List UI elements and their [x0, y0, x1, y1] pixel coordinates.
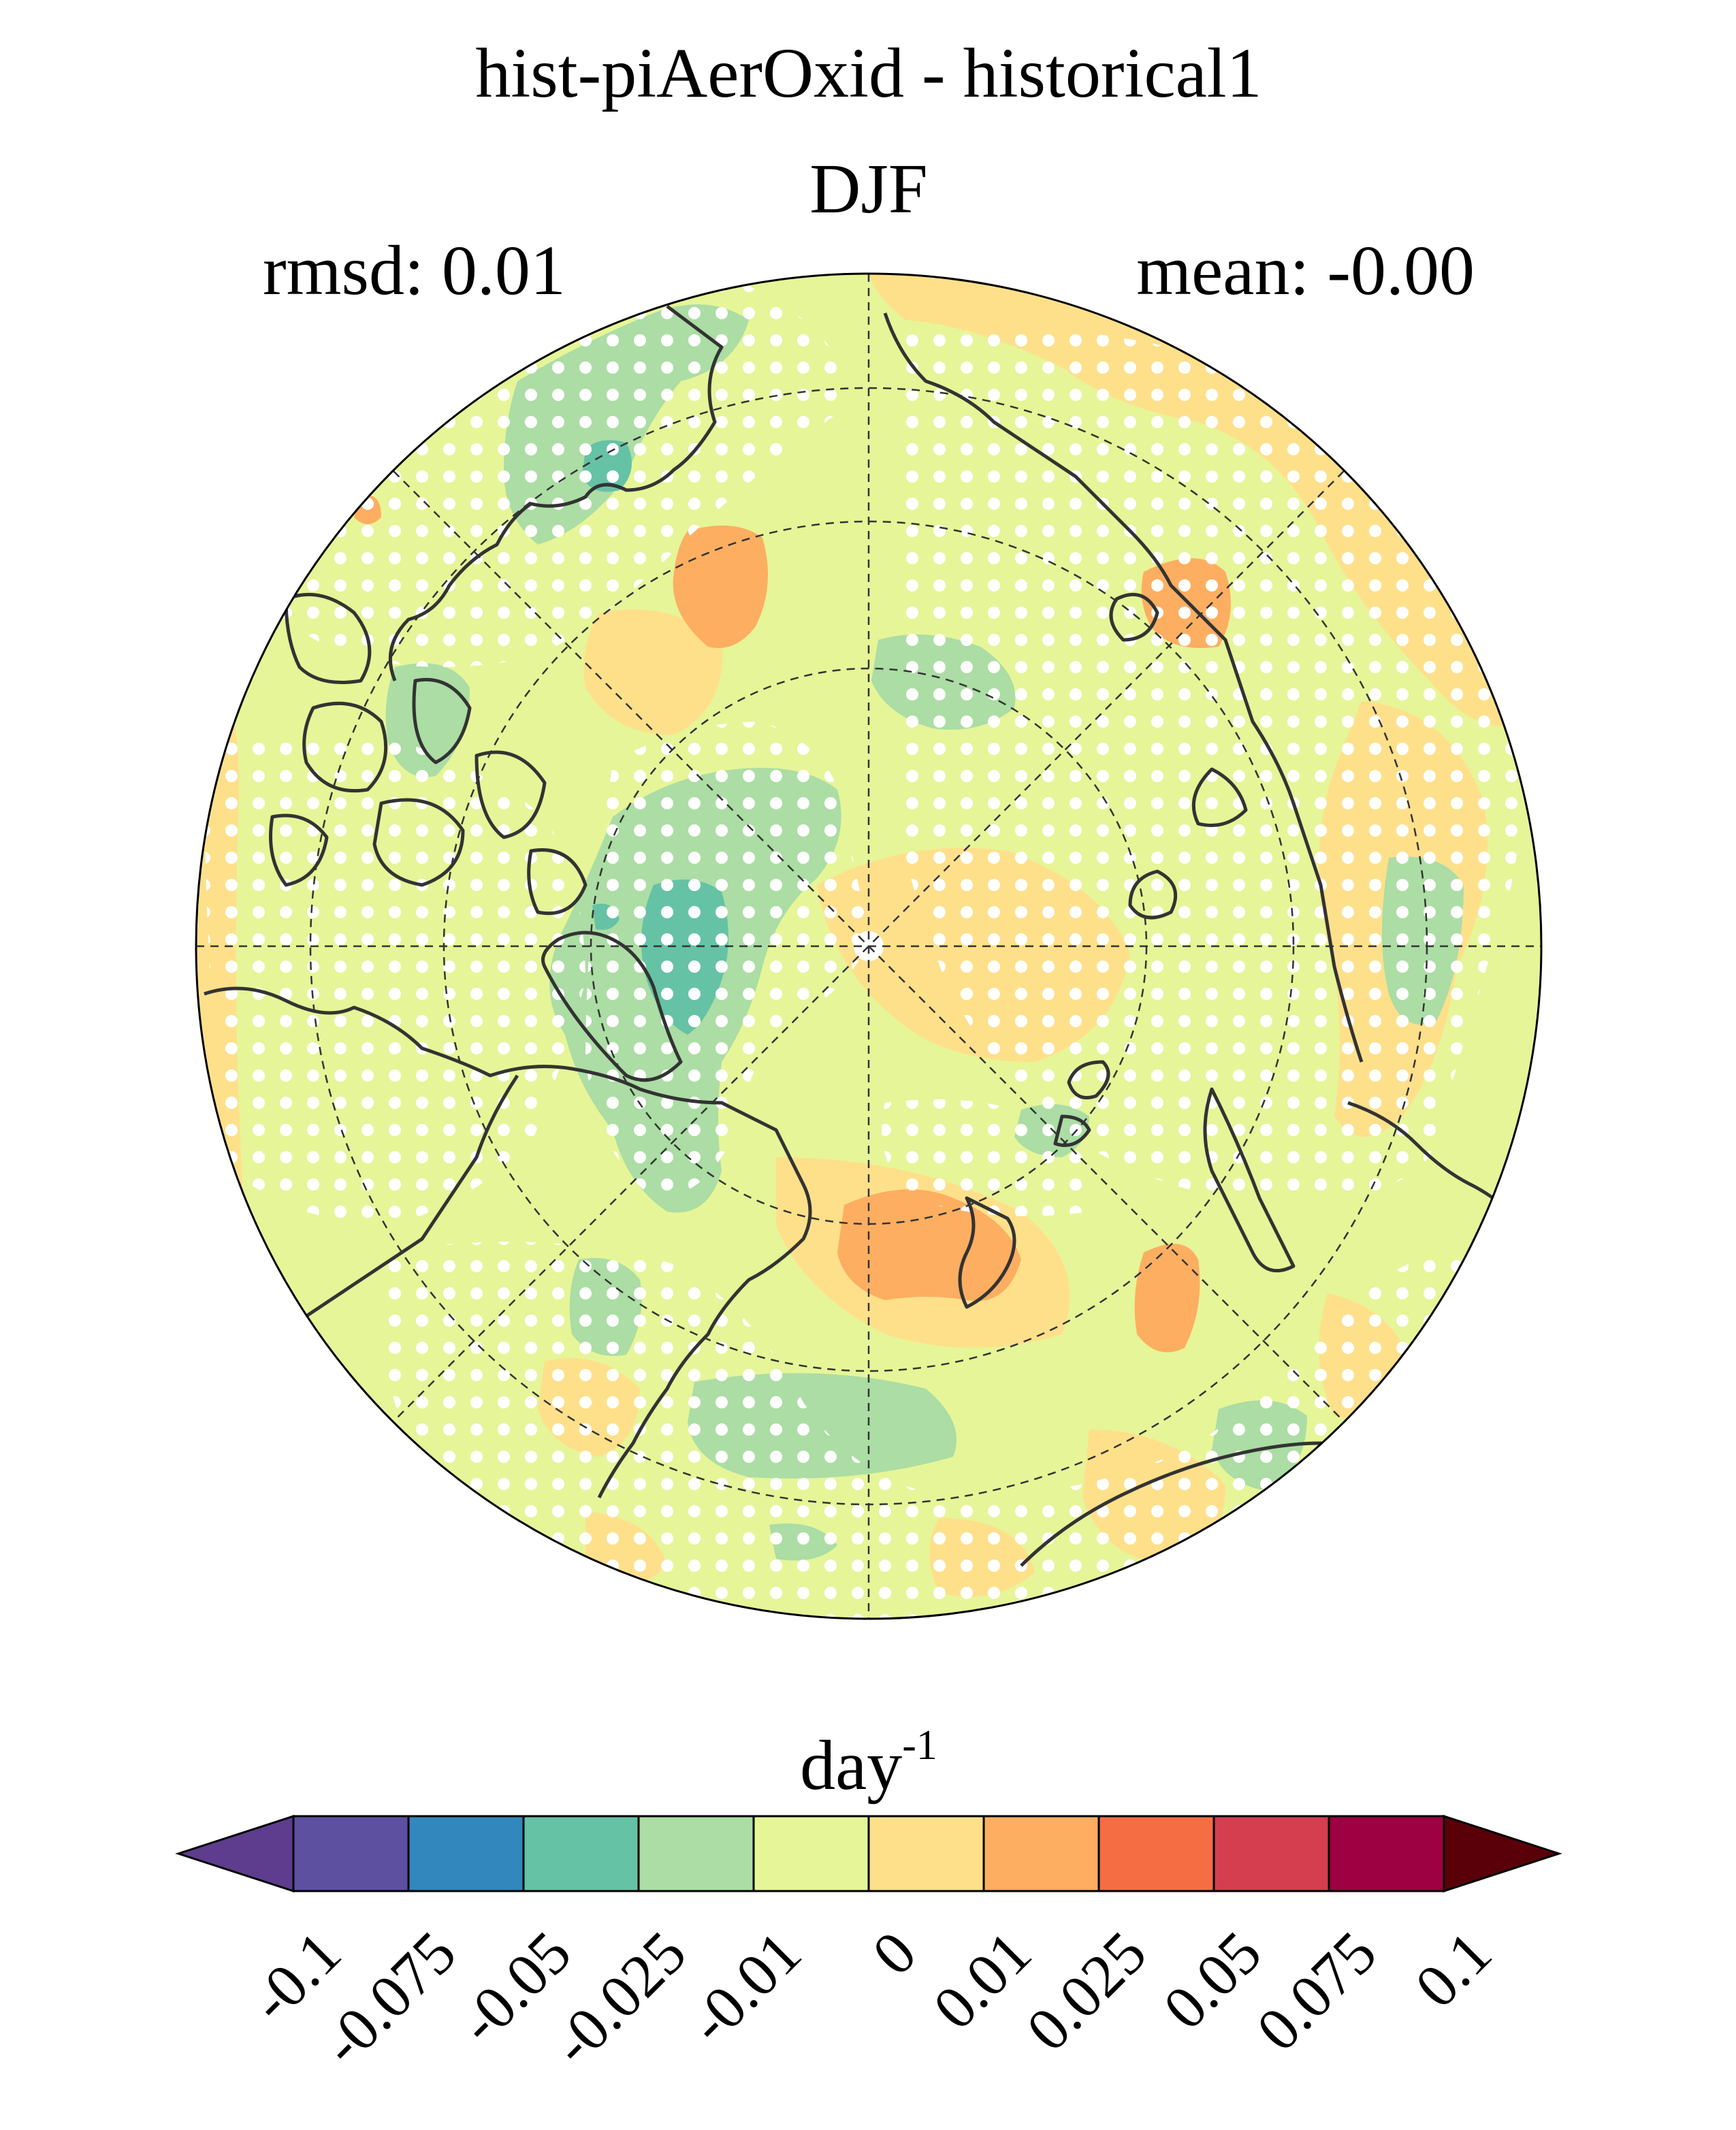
- mean-label: mean: -0.00: [1136, 231, 1475, 310]
- coastline-arctic-archipelago: [269, 592, 588, 916]
- map-border: [195, 272, 1543, 1620]
- coastline-chukotka: [1128, 869, 1178, 920]
- coastline-taymyr: [1109, 592, 1159, 642]
- colorbar-segment: [1212, 1815, 1330, 1892]
- coastline-siberia-main: [883, 312, 1364, 1063]
- coastline-far-east: [1191, 767, 1248, 827]
- colorbar-tick-label: 0.075: [1244, 1919, 1389, 2064]
- plot-title: hist-piAerOxid - historical1: [475, 34, 1261, 112]
- graticule: [196, 274, 1541, 1619]
- colorbar-segment: [637, 1815, 755, 1892]
- colorbar-extend-min: [175, 1814, 295, 1893]
- colorbar: -0.1-0.075-0.05-0.025-0.01 00.010.0250.05…: [175, 1814, 1562, 2078]
- coastline-hudson: [257, 1074, 519, 1350]
- colorbar-unit-label: day-1: [800, 1722, 937, 1805]
- colorbar-segment: [522, 1815, 640, 1892]
- colorbar-segment: [982, 1815, 1100, 1892]
- colorbar-tick-label: -0.025: [539, 1919, 698, 2078]
- colorbar-segment: [752, 1815, 870, 1892]
- coastline-canada-west: [204, 986, 812, 1499]
- colorbar-segment: [867, 1815, 985, 1892]
- meridian-135: [393, 470, 1345, 1422]
- coastline-europe-north: [1203, 1087, 1296, 1273]
- colorbar-tick-label: -0.075: [309, 1919, 468, 2078]
- colorbar-segment: [292, 1815, 410, 1892]
- colorbar-tick-label: 0.025: [1014, 1919, 1159, 2064]
- coastline-scandinavia-west: [388, 305, 724, 681]
- colorbar-extend-max: [1443, 1814, 1562, 1893]
- colorbar-tick-label: 0: [860, 1919, 929, 1988]
- season-label: DJF: [809, 150, 927, 228]
- coastline-greenland: [541, 931, 683, 1082]
- coastline-siberia-north: [958, 1196, 1016, 1309]
- colorbar-tick-label: 0.1: [1402, 1919, 1505, 2021]
- colorbar-segment: [407, 1815, 525, 1892]
- colorbar-segment: [1097, 1815, 1215, 1892]
- colorbar-segment: [1328, 1815, 1445, 1892]
- colorbar-tick-label: -0.01: [676, 1919, 814, 2057]
- rmsd-label: rmsd: 0.01: [263, 231, 566, 310]
